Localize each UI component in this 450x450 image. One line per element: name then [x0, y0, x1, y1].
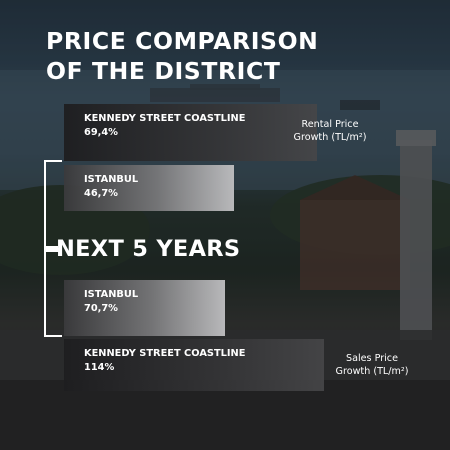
- bar: KENNEDY STREET COASTLINE 69,4%: [64, 104, 317, 161]
- bar-category-label: ISTANBUL: [84, 174, 139, 185]
- bar-category-label: KENNEDY STREET COASTLINE: [84, 348, 246, 359]
- bar-value-label: 69,4%: [84, 127, 118, 138]
- bar-category-label: ISTANBUL: [84, 289, 139, 300]
- rental-legend-line-2: Growth (TL/m²): [293, 132, 367, 143]
- rental-legend: Rental Price Growth (TL/m²): [280, 118, 380, 144]
- bar: ISTANBUL 46,7%: [64, 165, 234, 211]
- bar-value-label: 114%: [84, 362, 115, 373]
- sales-legend: Sales Price Growth (TL/m²): [322, 352, 422, 378]
- bar: ISTANBUL 70,7%: [64, 280, 225, 336]
- lower-bracket: [44, 248, 62, 337]
- middle-label: NEXT 5 YEARS: [56, 236, 241, 262]
- chart-title: PRICE COMPARISON OF THE DISTRICT: [46, 26, 346, 86]
- upper-bracket: [44, 160, 62, 252]
- bar-value-label: 46,7%: [84, 188, 118, 199]
- chart-title-line-1: PRICE COMPARISON: [46, 27, 319, 55]
- sales-legend-line-1: Sales Price: [346, 353, 398, 364]
- chart-title-line-2: OF THE DISTRICT: [46, 57, 281, 85]
- middle-label-dash: [44, 246, 58, 249]
- sales-legend-line-2: Growth (TL/m²): [335, 366, 409, 377]
- bar-category-label: KENNEDY STREET COASTLINE: [84, 113, 246, 124]
- bar: KENNEDY STREET COASTLINE 114%: [64, 339, 324, 391]
- bar-value-label: 70,7%: [84, 303, 118, 314]
- rental-legend-line-1: Rental Price: [301, 119, 359, 130]
